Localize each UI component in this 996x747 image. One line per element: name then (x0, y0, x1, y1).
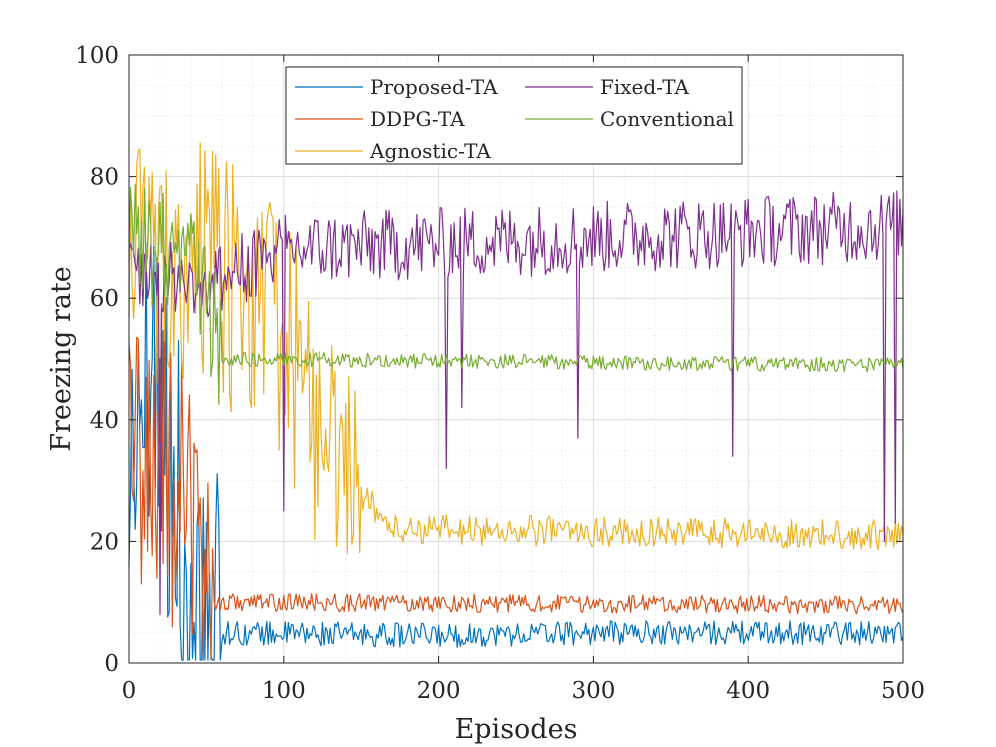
x-tick-label: 0 (122, 678, 137, 704)
x-axis-title: Episodes (455, 714, 578, 745)
series-line-conventional (128, 183, 904, 405)
legend-entry-fixed-ta: Fixed-TA (525, 75, 689, 99)
series-layer (128, 142, 904, 661)
legend: Proposed-TA DDPG-TA Agnostic-TA Fixed-TA Con… (285, 66, 743, 165)
y-tick-label: 20 (90, 529, 119, 555)
y-axis-title: Freezing rate (46, 266, 77, 452)
legend-entry-agnostic-ta: Agnostic-TA (295, 139, 491, 163)
legend-label: Conventional (600, 107, 734, 131)
y-tick-label: 60 (90, 286, 119, 312)
legend-label: Fixed-TA (600, 75, 689, 99)
legend-label: DDPG-TA (370, 107, 465, 131)
x-tick-label: 100 (262, 678, 306, 704)
legend-label: Proposed-TA (370, 75, 498, 99)
legend-box (285, 66, 743, 165)
x-axis-ticks: 0 100 200 300 400 500 (122, 55, 925, 704)
series-line-agnostic-ta (128, 142, 904, 555)
series-line-fixed-ta (128, 190, 904, 616)
x-tick-label: 200 (417, 678, 461, 704)
x-tick-label: 400 (726, 678, 770, 704)
axes-box (128, 54, 904, 664)
y-axis-ticks: 0 20 40 60 80 100 (75, 43, 903, 677)
y-tick-label: 100 (75, 43, 119, 69)
y-tick-label: 0 (104, 651, 119, 677)
x-tick-label: 300 (571, 678, 615, 704)
series-line-ddpg-ta (128, 301, 904, 661)
legend-entry-ddpg-ta: DDPG-TA (295, 107, 465, 131)
legend-entry-proposed-ta: Proposed-TA (295, 75, 498, 99)
y-tick-label: 80 (90, 165, 119, 191)
axes-frame (128, 54, 904, 664)
x-tick-label: 500 (881, 678, 925, 704)
series-line-proposed-ta (128, 230, 904, 661)
y-tick-label: 40 (90, 408, 119, 434)
legend-entry-conventional: Conventional (525, 107, 734, 131)
legend-label: Agnostic-TA (369, 139, 491, 163)
